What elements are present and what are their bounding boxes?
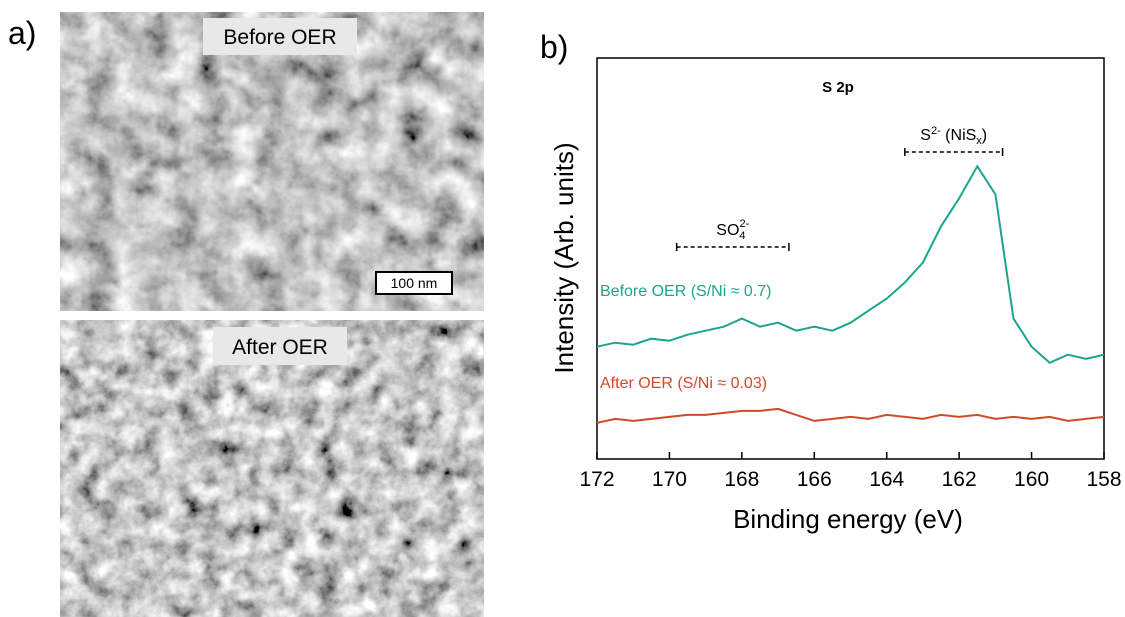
panel-label: a) (8, 15, 36, 51)
x-tick-label: 160 (1014, 468, 1049, 491)
annotation-part: ) (982, 127, 987, 144)
x-tick-label: 168 (724, 468, 759, 491)
x-axis-label: Binding energy (eV) (733, 504, 963, 534)
x-tick-label: 162 (942, 468, 977, 491)
annotation-part: 4 (739, 230, 745, 242)
x-tick-label: 172 (579, 468, 614, 491)
annotation-part: 2- (740, 218, 750, 230)
annotation: SO42- (716, 218, 749, 242)
x-tick-label: 166 (797, 468, 832, 491)
panel-label: b) (540, 29, 568, 65)
series-label: After OER (S/Ni ≈ 0.03) (600, 375, 767, 392)
x-tick-label: 170 (652, 468, 687, 491)
figure: a) Before OER 100 nm After OER b) S 2p B… (0, 0, 1125, 617)
annotation-part: S (920, 127, 931, 144)
annotation-part: 2- (931, 125, 941, 137)
plot-frame (597, 58, 1104, 459)
x-tick-label: 164 (869, 468, 904, 491)
y-axis-label: Intensity (Arb. units) (549, 142, 579, 373)
series-line (597, 166, 1104, 362)
sem-image (60, 12, 484, 311)
series-line (597, 409, 1104, 423)
scale-bar-label: 100 nm (391, 275, 438, 291)
annotation-part: SO (716, 222, 739, 239)
chart-title: S 2p (822, 79, 854, 96)
image-label: Before OER (223, 26, 336, 49)
annotation-part: (NiS (941, 127, 977, 144)
series-label: Before OER (S/Ni ≈ 0.7) (600, 283, 772, 300)
x-tick-label: 158 (1086, 468, 1121, 491)
image-label: After OER (232, 336, 328, 359)
annotation: S2- (NiSx) (920, 125, 987, 147)
